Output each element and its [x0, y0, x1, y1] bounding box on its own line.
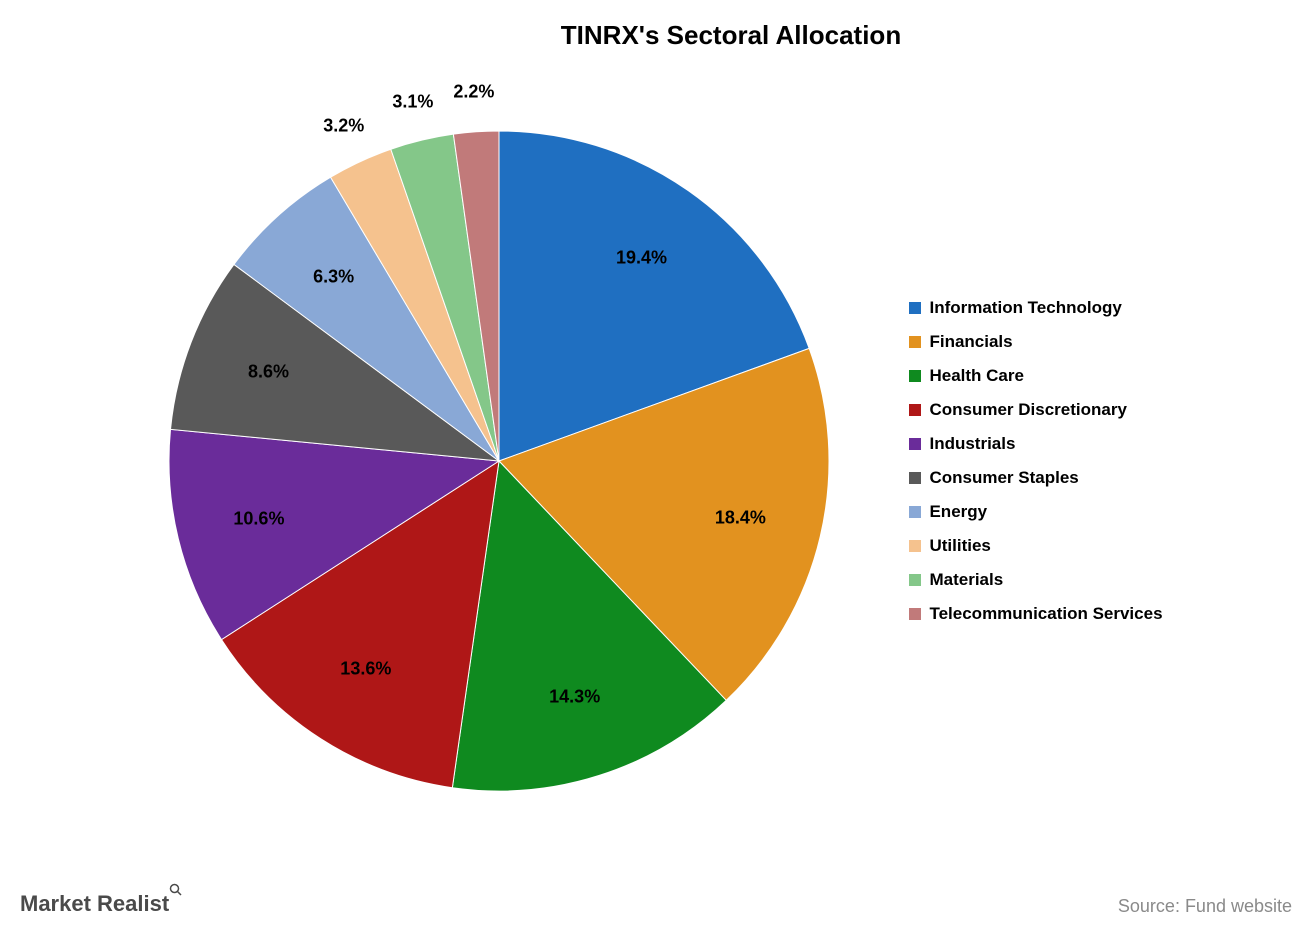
pie-data-label: 6.3%	[313, 267, 354, 288]
chart-container: TINRX's Sectoral Allocation 19.4% 18.4% 14…	[0, 0, 1312, 937]
legend-label: Utilities	[929, 536, 990, 556]
legend-swatch	[909, 608, 921, 620]
pie-data-label: 18.4%	[715, 507, 766, 528]
legend-label: Consumer Staples	[929, 468, 1078, 488]
legend-item: Consumer Discretionary	[909, 400, 1162, 420]
legend-item: Consumer Staples	[909, 468, 1162, 488]
legend-label: Materials	[929, 570, 1003, 590]
pie-data-label: 8.6%	[248, 362, 289, 383]
legend-swatch	[909, 302, 921, 314]
footer: Market Realist Source: Fund website	[20, 891, 1292, 917]
legend-item: Materials	[909, 570, 1162, 590]
pie-data-label: 19.4%	[616, 248, 667, 269]
legend-swatch	[909, 540, 921, 552]
legend-label: Telecommunication Services	[929, 604, 1162, 624]
pie-data-label: 13.6%	[340, 659, 391, 680]
legend-item: Utilities	[909, 536, 1162, 556]
legend-item: Energy	[909, 502, 1162, 522]
legend-swatch	[909, 472, 921, 484]
legend-swatch	[909, 370, 921, 382]
legend-swatch	[909, 506, 921, 518]
legend-item: Information Technology	[909, 298, 1162, 318]
pie-data-label: 3.2%	[323, 115, 364, 136]
logo-text: Market Realist	[20, 891, 169, 916]
legend-item: Financials	[909, 332, 1162, 352]
legend-label: Consumer Discretionary	[929, 400, 1126, 420]
pie-data-label: 10.6%	[233, 509, 284, 530]
pie-data-label: 3.1%	[392, 91, 433, 112]
pie-wrapper: 19.4%18.4%14.3%13.6%10.6%8.6%6.3%3.2%3.1…	[149, 111, 849, 811]
pie-chart-svg	[149, 111, 849, 811]
legend: Information Technology Financials Health C…	[909, 298, 1162, 624]
legend-label: Information Technology	[929, 298, 1121, 318]
legend-swatch	[909, 404, 921, 416]
source-text: Source: Fund website	[1118, 896, 1292, 917]
legend-label: Financials	[929, 332, 1012, 352]
legend-label: Energy	[929, 502, 987, 522]
legend-label: Health Care	[929, 366, 1023, 386]
legend-swatch	[909, 574, 921, 586]
chart-title: TINRX's Sectoral Allocation	[20, 20, 1292, 51]
legend-swatch	[909, 336, 921, 348]
chart-body: 19.4% 18.4% 14.3% 13.6% 10.6% 8.6% 6.3% 3.2% 3.1…	[20, 71, 1292, 851]
legend-label: Industrials	[929, 434, 1015, 454]
pie-data-label: 14.3%	[549, 686, 600, 707]
legend-item: Health Care	[909, 366, 1162, 386]
logo: Market Realist	[20, 891, 169, 917]
magnifier-icon	[169, 883, 183, 900]
legend-item: Industrials	[909, 434, 1162, 454]
pie-data-label: 2.2%	[453, 82, 494, 103]
legend-item: Telecommunication Services	[909, 604, 1162, 624]
legend-swatch	[909, 438, 921, 450]
